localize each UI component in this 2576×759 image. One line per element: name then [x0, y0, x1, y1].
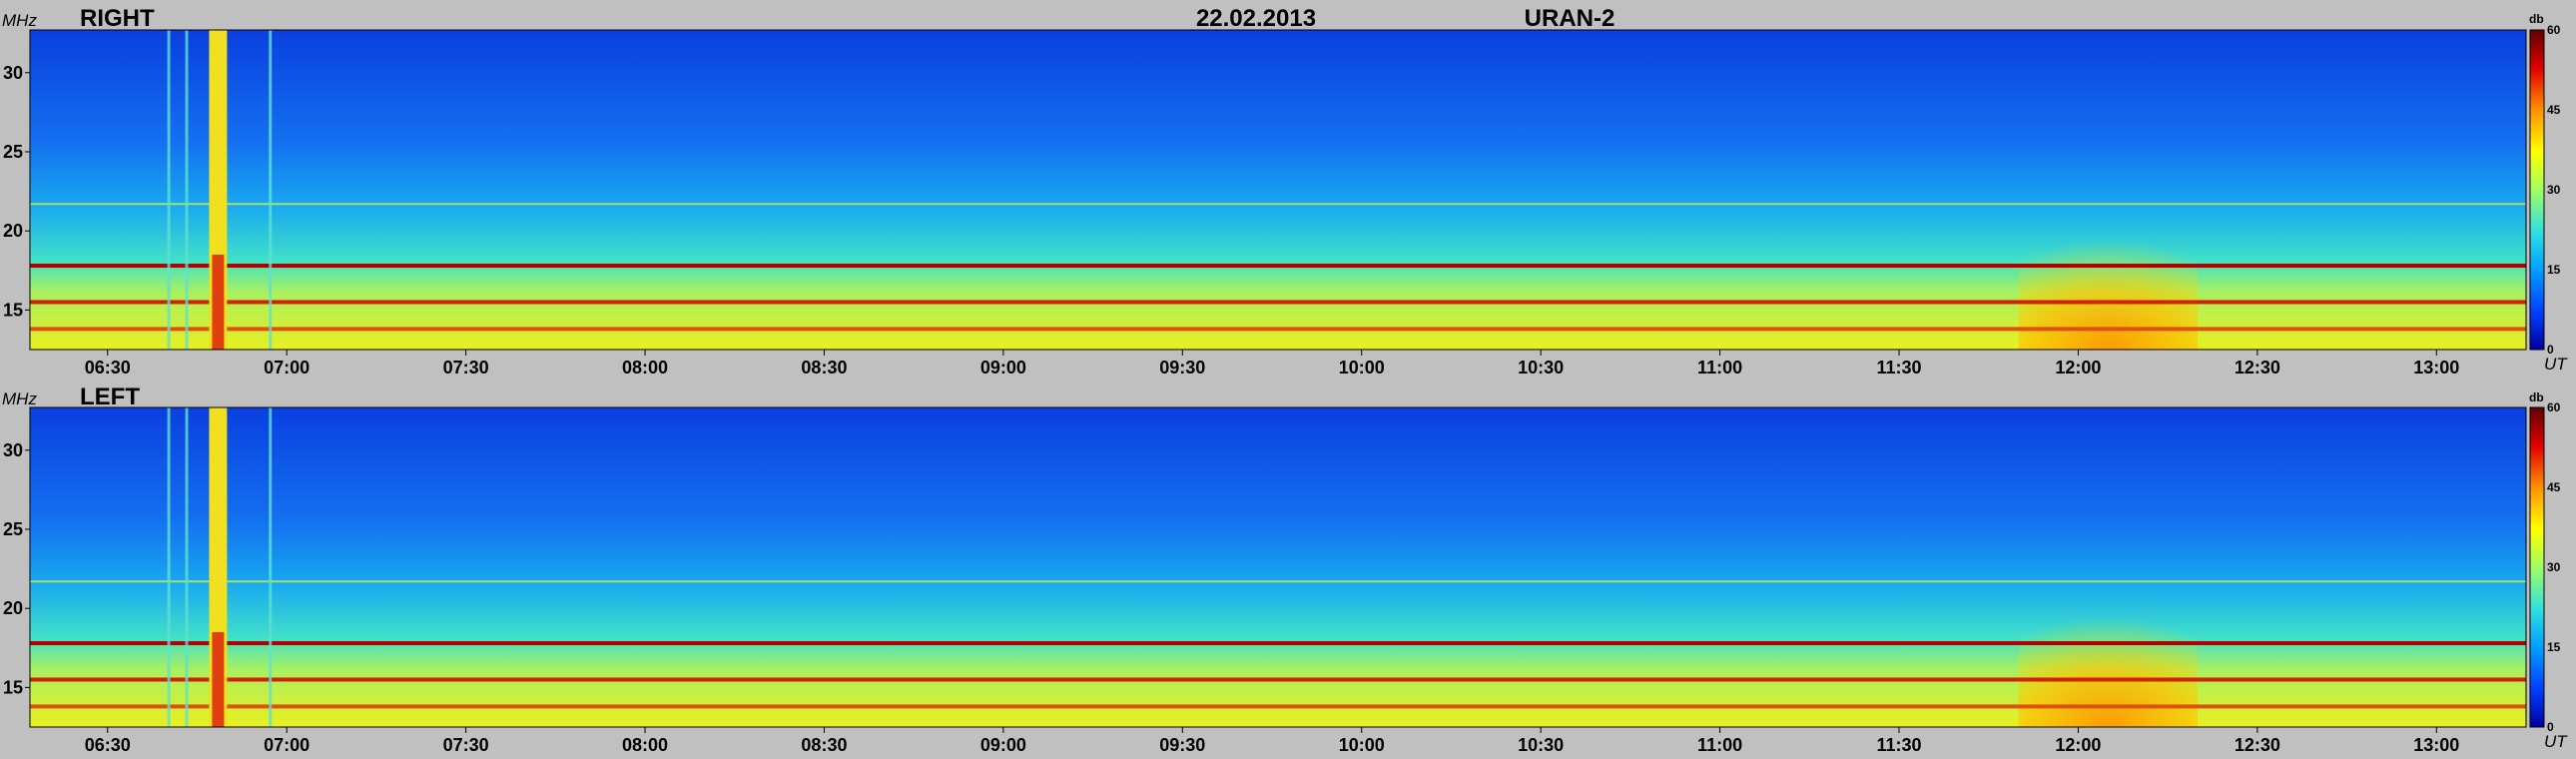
bright-line [30, 300, 2526, 305]
bright-line [30, 327, 2526, 332]
spectrogram-plot [29, 406, 2527, 728]
spectrogram-plot [29, 29, 2527, 351]
colorbar-tick-label: 60 [2547, 23, 2561, 37]
x-tick-label: 11:00 [1697, 358, 1742, 378]
bright-line [30, 264, 2526, 269]
bright-line [30, 677, 2526, 682]
x-tick-label: 11:00 [1697, 735, 1742, 755]
x-tick-label: 08:30 [801, 735, 847, 755]
x-tick-label: 06:30 [85, 735, 131, 755]
y-axis-label: MHz [2, 389, 37, 408]
x-tick-label: 10:00 [1339, 735, 1385, 755]
colorbar-label: db [2529, 390, 2544, 404]
enhancement-region [2018, 228, 2199, 350]
x-tick-label: 10:00 [1339, 358, 1385, 378]
colorbar-tick-label: 30 [2547, 560, 2561, 574]
y-ticks: 15 20 25 30 [3, 63, 30, 320]
x-axis-label: UT [2544, 355, 2568, 374]
y-tick-label: 25 [3, 142, 23, 162]
weak-line [30, 203, 2526, 206]
date-label: 22.02.2013 [1196, 5, 1316, 32]
x-tick-label: 11:30 [1876, 735, 1921, 755]
x-tick-label: 09:00 [980, 735, 1026, 755]
x-tick-label: 08:30 [801, 358, 847, 378]
colorbar-tick-label: 15 [2547, 640, 2561, 654]
colorbar-tick-label: 0 [2547, 343, 2554, 357]
y-tick-label: 20 [3, 598, 23, 618]
y-tick-label: 25 [3, 519, 23, 539]
x-tick-label: 09:30 [1159, 358, 1205, 378]
interference-line [185, 407, 189, 727]
y-tick-label: 30 [3, 63, 23, 83]
panel-title: RIGHT [80, 5, 155, 32]
instrument-label: URAN-2 [1525, 5, 1615, 32]
panel-right: RIGHT MHz UT db 15 20 25 30 06:30 07:00 07:30… [2, 5, 2568, 378]
y-tick-label: 15 [3, 677, 23, 697]
bright-line [30, 704, 2526, 709]
colorbar-tick-label: 0 [2547, 720, 2554, 734]
colorbar: 0 15 30 45 60 [2529, 400, 2561, 734]
x-ticks: 06:30 07:00 07:30 08:00 08:30 09:00 09:30 10:00… [85, 350, 2459, 378]
x-tick-label: 11:30 [1876, 358, 1921, 378]
bright-line [30, 641, 2526, 646]
y-tick-label: 15 [3, 300, 23, 320]
colorbar-tick-label: 15 [2547, 263, 2561, 277]
y-tick-label: 30 [3, 440, 23, 460]
x-tick-label: 13:00 [2413, 735, 2459, 755]
interference-line [269, 30, 273, 350]
interference-line [167, 407, 171, 727]
colorbar: 0 15 30 45 60 [2529, 23, 2561, 357]
x-tick-label: 10:30 [1518, 358, 1564, 378]
x-tick-label: 12:30 [2235, 735, 2280, 755]
x-tick-label: 09:00 [980, 358, 1026, 378]
x-tick-label: 08:00 [622, 735, 668, 755]
burst-core [212, 254, 225, 350]
x-axis-label: UT [2544, 732, 2568, 751]
x-tick-label: 08:00 [622, 358, 668, 378]
x-tick-label: 12:00 [2055, 735, 2101, 755]
x-tick-label: 07:30 [443, 358, 489, 378]
colorbar-tick-label: 45 [2547, 480, 2561, 494]
x-tick-label: 12:00 [2055, 358, 2101, 378]
burst-core [212, 631, 225, 727]
colorbar-label: db [2529, 12, 2544, 26]
y-axis-label: MHz [2, 11, 37, 30]
interference-line [185, 30, 189, 350]
x-tick-label: 12:30 [2235, 358, 2280, 378]
colorbar-scale [2529, 406, 2545, 728]
weak-line [30, 580, 2526, 583]
interference-line [167, 30, 171, 350]
x-tick-label: 10:30 [1518, 735, 1564, 755]
interference-line [269, 407, 273, 727]
colorbar-tick-label: 45 [2547, 103, 2561, 117]
x-tick-label: 07:30 [443, 735, 489, 755]
panel-title: LEFT [80, 383, 140, 410]
colorbar-tick-label: 60 [2547, 400, 2561, 414]
x-tick-label: 07:00 [264, 358, 310, 378]
x-tick-label: 07:00 [264, 735, 310, 755]
colorbar-tick-label: 30 [2547, 183, 2561, 197]
plot-frame [29, 406, 2527, 728]
enhancement-region [2018, 605, 2199, 727]
y-ticks: 15 20 25 30 [3, 440, 30, 697]
colorbar-scale [2529, 29, 2545, 351]
x-tick-label: 06:30 [85, 358, 131, 378]
x-ticks: 06:30 07:00 07:30 08:00 08:30 09:00 09:30 10:00… [85, 727, 2459, 755]
plot-frame [29, 29, 2527, 351]
x-tick-label: 09:30 [1159, 735, 1205, 755]
x-tick-label: 13:00 [2413, 358, 2459, 378]
y-tick-label: 20 [3, 221, 23, 241]
